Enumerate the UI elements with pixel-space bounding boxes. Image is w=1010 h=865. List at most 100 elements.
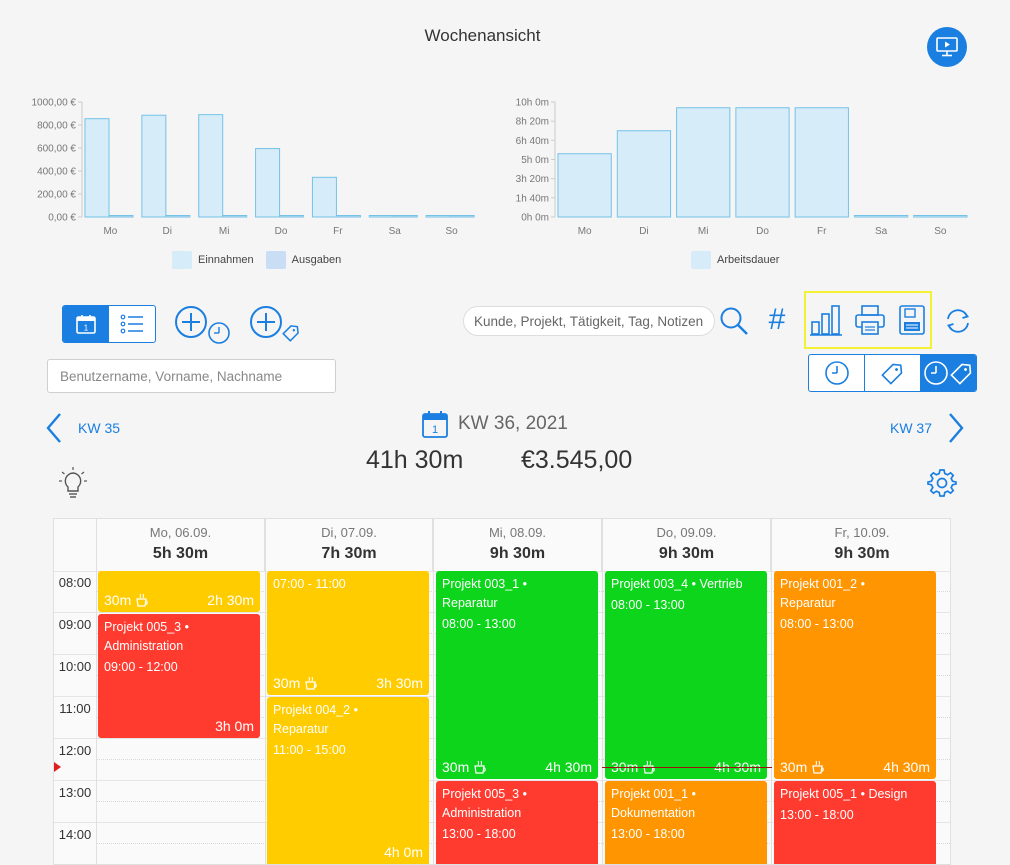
work-duration: 3h 30m [376,675,423,691]
presentation-button[interactable] [927,27,967,67]
x-tick-label: Sa [875,226,888,237]
add-expense-button[interactable] [247,305,307,347]
y-tick-label: 400,00 € [37,167,76,178]
day-hours: 9h 30m [489,545,546,562]
csv-export-button[interactable] [895,302,929,338]
print-button[interactable] [852,302,888,338]
bar-einnahmen-do [255,148,281,218]
y-tick-label: 1000,00 € [32,98,77,109]
event-time: 11:00 - 15:00 [273,743,346,757]
bar-einnahmen-mi [198,114,224,218]
search-input[interactable] [463,306,715,336]
event-title: Projekt 004_2 • [273,703,358,717]
y-tick-label: 10h 0m [516,98,549,109]
work-duration-chart-svg: 10h 0m 8h 20m 6h 40m 5h 0m 3h 20m 1h 40m 0h 0m… [516,98,968,237]
current-week[interactable]: 1 KW 36, 2021 [420,409,568,439]
search-button[interactable] [718,305,750,337]
week-calendar: Mo, 06.09. 5h 30m Di, 07.09. 7h 30m Mi, … [53,518,951,865]
day-date: Di, 07.09. [321,525,377,540]
coffee-cup-icon [812,760,824,774]
list-view-button[interactable] [109,306,155,342]
legend-label-ausgaben: Ausgaben [291,254,342,266]
statistics-button[interactable] [808,302,844,338]
legend-label-einnahmen: Einnahmen [198,254,254,266]
day-header-mo: Mo, 06.09. 5h 30m [97,519,265,571]
x-tick-label: Fr [817,226,827,237]
user-search-input[interactable] [47,359,336,393]
calendar-event[interactable]: Projekt 005_1 • Design 13:00 - 18:00 [774,781,936,864]
x-tick-label: Mi [219,226,230,237]
bar-arbeitsdauer-mi [676,107,731,218]
refresh-button[interactable] [941,304,975,338]
calendar-view-button[interactable]: 1 [63,306,109,342]
day-header-mi: Mi, 08.09. 9h 30m [434,519,602,571]
bar-ausgaben-sa [392,215,418,218]
expense-only-button[interactable] [865,355,921,391]
calendar-event[interactable]: Projekt 001_2 • Reparatur 08:00 - 13:00 … [774,571,936,779]
time-only-button[interactable] [809,355,865,391]
work-duration-chart: 10h 0m 8h 20m 6h 40m 5h 0m 3h 20m 1h 40m 0h 0m… [500,95,970,240]
event-duration: 3h 0m [215,718,254,734]
calendar-event[interactable]: Projekt 003_4 • Vertrieb 08:00 - 13:00 3… [605,571,767,779]
bar-ausgaben-mi [222,215,248,218]
event-activity: Reparatur [273,722,329,736]
event-activity: Administration [104,639,184,653]
calendar-event[interactable]: 07:00 - 11:00 30m 3h 30m [267,571,429,695]
event-time: 08:00 - 13:00 [611,598,685,612]
event-time: 13:00 - 18:00 [442,827,516,841]
svg-text:1: 1 [84,324,89,333]
bar-einnahmen-fr [311,176,337,218]
work-duration: 4h 30m [883,759,930,775]
event-title: Projekt 001_2 • [780,577,865,591]
x-tick-label: Mi [698,226,709,237]
x-tick-label: Di [639,226,648,237]
event-time: 07:00 - 11:00 [273,577,346,591]
entry-type-toggle[interactable] [808,354,977,392]
coffee-cup-icon [136,593,148,607]
bar-arbeitsdauer-di [616,130,672,218]
calendar-event[interactable]: 30m 2h 30m [98,571,260,612]
calendar-event[interactable]: Projekt 004_2 • Reparatur 11:00 - 15:00 … [267,697,429,864]
page-title: Wochenansicht [424,26,541,45]
chevron-left-icon [46,413,61,443]
event-duration: 4h 0m [384,844,423,860]
tag-filter-button[interactable]: # [760,303,794,337]
x-tick-label: So [445,226,458,237]
week-total-amount: €3.545,00 [521,446,633,474]
event-title: Projekt 005_3 • [104,620,189,634]
next-week-button[interactable]: KW 37 [866,410,966,446]
calendar-event[interactable]: Projekt 001_1 • Dokumentation 13:00 - 18… [605,781,767,864]
bar-ausgaben-fr [335,215,361,218]
calendar-event[interactable]: Projekt 005_3 • Administration 09:00 - 1… [98,614,260,738]
price-tag-icon [880,363,902,385]
time-and-expense-button[interactable] [921,355,976,391]
add-time-entry-button[interactable] [173,305,233,347]
income-expense-legend: Einnahmen Ausgaben [172,251,341,269]
prev-week-button[interactable]: KW 35 [44,410,144,446]
day-header-di: Di, 07.09. 7h 30m [266,519,433,571]
list-icon [120,314,143,334]
calendar-icon: 1 [422,411,448,438]
calendar-event[interactable]: Projekt 003_1 • Reparatur 08:00 - 13:00 … [436,571,598,779]
time-label: 10:00 [58,659,92,674]
event-time: 13:00 - 18:00 [780,808,854,822]
bar-arbeitsdauer-fr [794,107,849,218]
settings-button[interactable] [926,467,958,499]
bar-ausgaben-so [449,215,475,218]
event-title: Projekt 001_1 • [611,787,696,801]
view-toggle[interactable]: 1 [62,305,156,343]
legend-swatch-einnahmen [172,251,192,269]
monitor-play-icon [936,37,958,57]
bar-arbeitsdauer-so [913,215,968,218]
work-duration-legend: Arbeitsdauer [691,251,779,269]
x-tick-label: So [934,226,947,237]
bar-einnahmen-sa [368,215,394,218]
x-tick-label: Mo [578,226,592,237]
tips-button[interactable] [57,466,89,500]
bar-einnahmen-mo [84,118,110,218]
add-time-icon [175,306,230,344]
income-expense-chart-svg: 1000,00 € 800,00 € 600,00 € 400,00 € 200,00 … [32,98,475,237]
calendar-event[interactable]: Projekt 005_3 • Administration 13:00 - 1… [436,781,598,864]
bar-einnahmen-so [425,215,451,218]
day-date: Do, 09.09. [656,525,717,540]
